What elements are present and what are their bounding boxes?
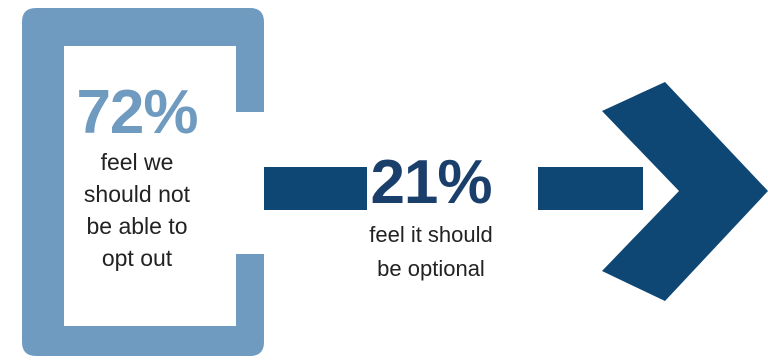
stat-optional: 21% feel it should be optional [346,150,516,284]
arrow-dash-left [264,167,367,210]
stat-opt-out: 72% feel we should not be able to opt ou… [62,80,212,274]
caption-line-1: feel it should [369,222,493,247]
caption-line-3: be able to [86,213,188,239]
caption-line-1: feel we [100,149,174,175]
percent-opt-out: 72% [76,78,198,147]
caption-line-2: be optional [377,256,485,281]
percent-optional: 21% [370,148,492,217]
caption-line-2: should not [83,181,191,207]
caption-line-4: opt out [101,245,173,271]
arrow-dash-right [538,167,643,210]
arrow-head [602,82,768,301]
bracket-frame [22,8,264,356]
